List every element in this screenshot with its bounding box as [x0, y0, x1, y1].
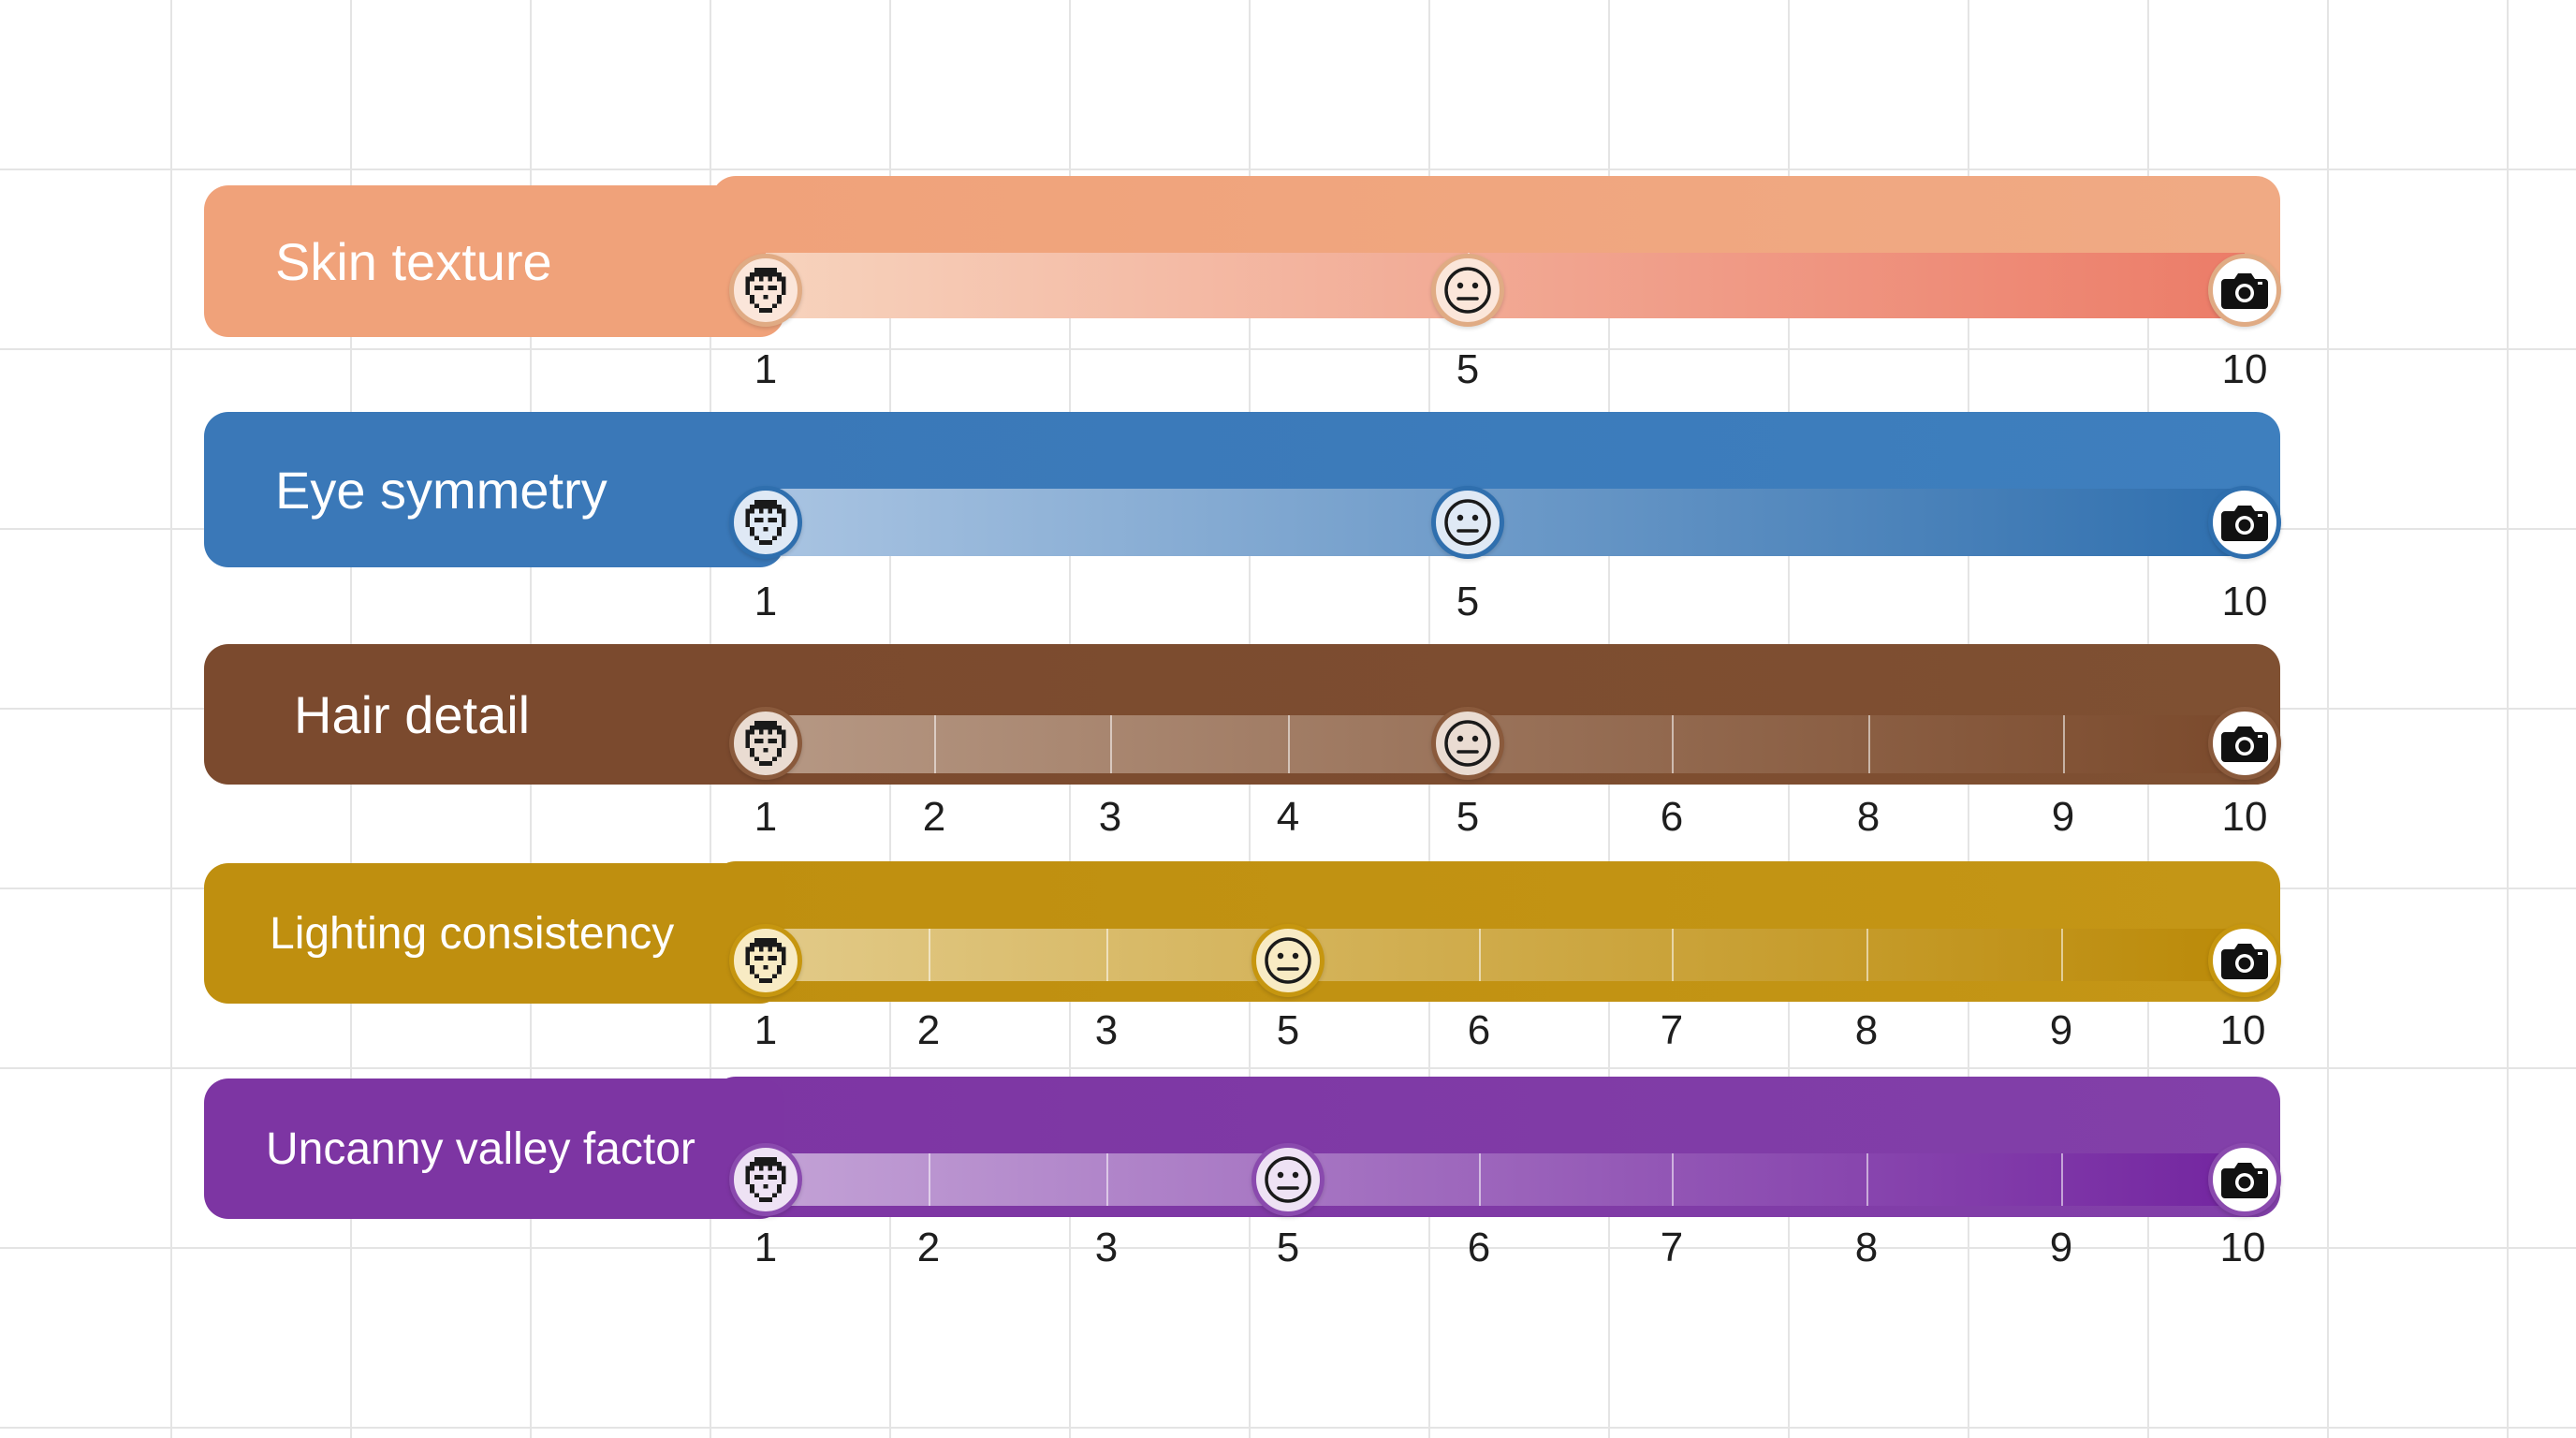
camera-icon [2208, 486, 2281, 559]
pixel-face-icon [729, 924, 802, 997]
scale-track [766, 929, 2245, 981]
scale-divider [1866, 1153, 1868, 1206]
scale-tick-label: 1 [754, 346, 778, 392]
scale-tick-label: 10 [2221, 794, 2268, 840]
scale-track [766, 715, 2245, 773]
scale-divider [1672, 929, 1674, 981]
scale-row: Skin texture 1 5 10 [0, 176, 2576, 419]
scale-tick-label: 3 [1094, 1007, 1119, 1053]
scale-tick-label: 6 [1660, 794, 1684, 840]
scale-divider [934, 715, 936, 773]
scale-tick-label: 2 [916, 1007, 941, 1053]
pixel-face-icon [729, 1143, 802, 1216]
scale-tick-label: 5 [1276, 1225, 1300, 1270]
scale-tick-label: 5 [1456, 346, 1480, 392]
scale-divider [1106, 1153, 1108, 1206]
camera-icon [2208, 707, 2281, 780]
scale-divider [1672, 715, 1674, 773]
scale-divider [2061, 1153, 2063, 1206]
scale-tick-label: 3 [1098, 794, 1122, 840]
scale-tick-label: 7 [1660, 1007, 1684, 1053]
pixel-face-icon [729, 707, 802, 780]
scale-divider [2063, 715, 2065, 773]
scale-tick-label: 5 [1276, 1007, 1300, 1053]
neutral-face-icon [1251, 924, 1325, 997]
scale-track [766, 489, 2245, 556]
scale-tick-label: 8 [1856, 794, 1881, 840]
scale-divider [1868, 715, 1870, 773]
scale-divider [1479, 1153, 1481, 1206]
scale-tick-label: 10 [2221, 579, 2268, 624]
scale-label: Hair detail [204, 644, 784, 785]
scale-row: Lighting consistency 1 2 3 5 6 7 8 9 10 [0, 861, 2576, 1105]
scale-divider [1866, 929, 1868, 981]
scale-tick-label: 7 [1660, 1225, 1684, 1270]
scale-label: Skin texture [204, 185, 784, 337]
scale-tick-label: 1 [754, 1225, 778, 1270]
scale-tick-label: 5 [1456, 579, 1480, 624]
scale-tick-label: 4 [1276, 794, 1300, 840]
scale-tick-label: 6 [1467, 1007, 1491, 1053]
scale-tick-label: 5 [1456, 794, 1480, 840]
scale-divider [1110, 715, 1112, 773]
scale-tick-label: 9 [2051, 794, 2075, 840]
scale-tick-label: 2 [922, 794, 946, 840]
pixel-face-icon [729, 254, 802, 327]
scale-label: Eye symmetry [204, 412, 784, 567]
scale-divider [2061, 929, 2063, 981]
scale-divider [1288, 715, 1290, 773]
scale-tick-label: 1 [754, 794, 778, 840]
neutral-face-icon [1431, 254, 1504, 327]
scale-tick-label: 9 [2049, 1007, 2073, 1053]
scale-row: Uncanny valley factor 1 2 3 5 6 7 8 9 10 [0, 1077, 2576, 1320]
scale-label: Uncanny valley factor [204, 1078, 784, 1219]
scale-tick-label: 1 [754, 1007, 778, 1053]
scale-tick-label: 3 [1094, 1225, 1119, 1270]
camera-icon [2208, 1143, 2281, 1216]
scale-tick-label: 8 [1854, 1007, 1879, 1053]
neutral-face-icon [1251, 1143, 1325, 1216]
scale-tick-label: 1 [754, 579, 778, 624]
scale-tick-label: 10 [2219, 1007, 2266, 1053]
scale-label: Lighting consistency [204, 863, 784, 1004]
scale-tick-label: 10 [2219, 1225, 2266, 1270]
scale-tick-label: 6 [1467, 1225, 1491, 1270]
scale-track [766, 253, 2245, 318]
scale-divider [1106, 929, 1108, 981]
scale-tick-label: 9 [2049, 1225, 2073, 1270]
scale-row: Hair detail 1 2 3 4 5 6 8 9 10 [0, 644, 2576, 888]
scale-tick-label: 10 [2221, 346, 2268, 392]
pixel-face-icon [729, 486, 802, 559]
scale-row: Eye symmetry 1 5 10 [0, 412, 2576, 655]
neutral-face-icon [1431, 486, 1504, 559]
camera-icon [2208, 254, 2281, 327]
neutral-face-icon [1431, 707, 1504, 780]
scale-divider [929, 1153, 930, 1206]
scale-tick-label: 8 [1854, 1225, 1879, 1270]
scale-track [766, 1153, 2245, 1206]
camera-icon [2208, 924, 2281, 997]
scale-divider [929, 929, 930, 981]
scale-divider [1672, 1153, 1674, 1206]
scale-tick-label: 2 [916, 1225, 941, 1270]
scale-divider [1479, 929, 1481, 981]
